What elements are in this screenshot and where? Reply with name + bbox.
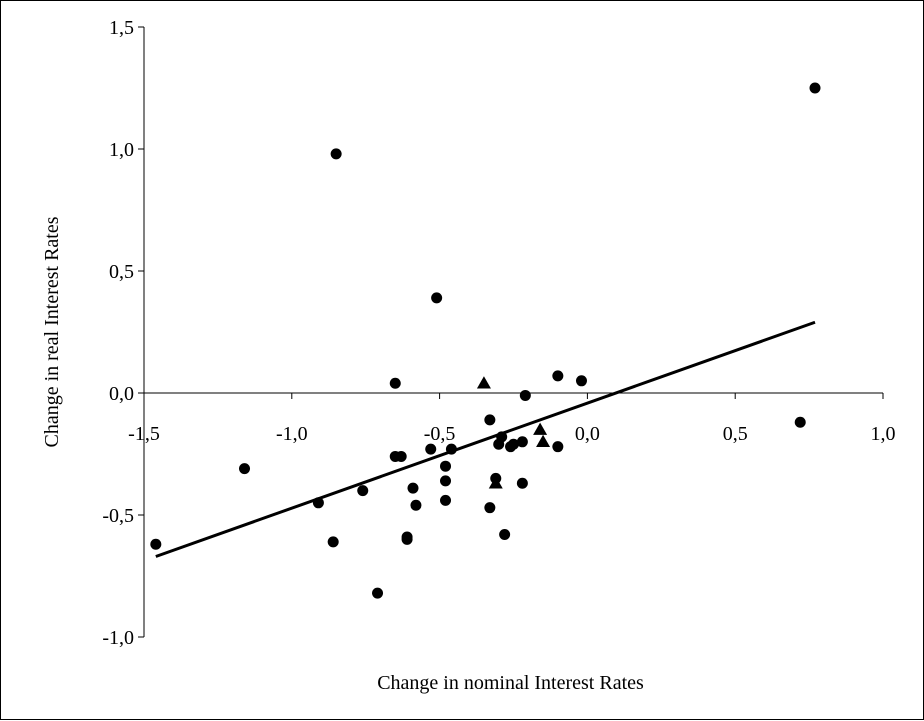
circle-point (327, 536, 339, 548)
circle-point (516, 477, 528, 489)
circle-point (372, 587, 384, 599)
circle-point (575, 375, 587, 387)
y-tick-label: -1,0 (102, 627, 134, 649)
circle-point (407, 482, 419, 494)
y-tick-label: 1,5 (109, 17, 134, 39)
x-axis-title: Change in nominal Interest Rates (377, 672, 644, 694)
circle-point (440, 460, 452, 472)
circle-point (425, 443, 437, 455)
circle-point (431, 292, 443, 304)
y-tick-label: -0,5 (102, 505, 134, 527)
y-tick-label: 1,0 (109, 139, 134, 161)
circle-point (239, 463, 251, 475)
circle-point (552, 441, 564, 453)
x-tick-label: -1,0 (276, 423, 308, 445)
circle-point (519, 389, 531, 401)
circle-point (496, 431, 508, 443)
x-tick-label: -0,5 (424, 423, 456, 445)
circle-point (440, 494, 452, 506)
circle-point (150, 538, 162, 550)
circle-point (484, 414, 496, 426)
circle-point (484, 502, 496, 514)
y-tick-label: 0,5 (109, 261, 134, 283)
circle-point (516, 436, 528, 448)
circle-point (440, 475, 452, 487)
triangle-point (536, 434, 551, 448)
circle-point (312, 497, 324, 509)
circle-point (508, 438, 519, 450)
circle-point (552, 370, 564, 382)
x-tick-label: 1,0 (871, 423, 896, 445)
triangle-point (488, 476, 503, 489)
circle-point (445, 443, 457, 455)
circle-point (395, 450, 407, 462)
circle-point (401, 533, 413, 545)
x-tick-label: 0,0 (575, 423, 600, 445)
triangle-point (476, 376, 491, 389)
triangle-point (533, 422, 548, 435)
x-tick-label: -1,5 (128, 423, 160, 445)
circle-point (330, 148, 342, 160)
circle-point (499, 529, 511, 541)
y-tick-label: 0,0 (109, 383, 134, 405)
y-axis-title: Change in real Interest Rates (41, 216, 63, 447)
circle-point (389, 377, 401, 389)
x-tick-label: 0,5 (723, 423, 748, 445)
circle-point (357, 485, 369, 497)
circle-point (809, 82, 821, 94)
trend-line (155, 320, 816, 558)
circle-point (410, 499, 422, 511)
circle-point (794, 416, 806, 428)
